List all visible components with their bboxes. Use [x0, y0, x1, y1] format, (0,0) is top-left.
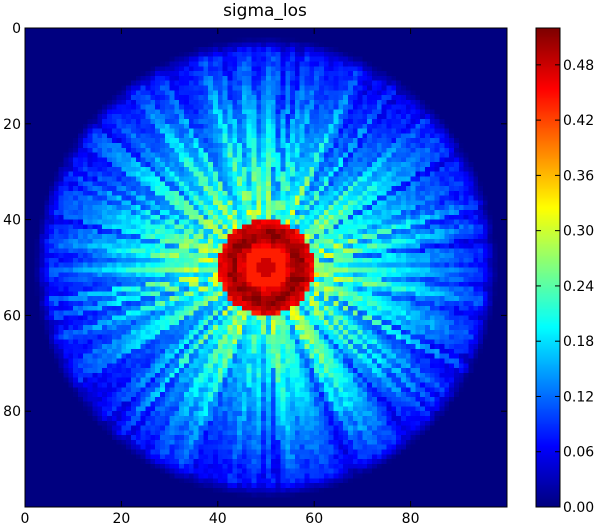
- x-tick-label: 40: [209, 511, 227, 524]
- colorbar-ticks: 0.00 0.06 0.12 0.18 0.24 0.30 0.36 0.42 0.48: [536, 58, 594, 516]
- plot-frame: [24, 27, 508, 508]
- y-axis: 0 20 40 60 80: [3, 21, 507, 420]
- x-tick-label: 60: [305, 511, 323, 524]
- colorbar-tick-label: 0.00: [563, 500, 594, 516]
- x-tick-label: 80: [402, 511, 420, 524]
- colorbar-tick-label: 0.48: [563, 58, 594, 74]
- colorbar-tick-label: 0.42: [563, 113, 594, 129]
- colorbar: 0.00 0.06 0.12 0.18 0.24 0.30 0.36 0.42 0.48: [535, 27, 594, 516]
- y-tick-label: 0: [12, 21, 21, 37]
- plot-area: 0 20 40 60 80 0 20 40 60 80: [3, 21, 508, 524]
- colorbar-tick-label: 0.24: [563, 279, 594, 295]
- colorbar-tick-label: 0.12: [563, 389, 594, 405]
- colorbar-tick-label: 0.30: [563, 224, 594, 240]
- colorbar-gradient: [536, 28, 560, 507]
- colorbar-tick-label: 0.18: [563, 334, 594, 350]
- y-tick-label: 80: [3, 404, 21, 420]
- x-axis: 0 20 40 60 80: [21, 28, 420, 524]
- colorbar-tick-label: 0.06: [563, 445, 594, 461]
- colorbar-frame: [535, 27, 561, 508]
- x-tick-label: 0: [21, 511, 30, 524]
- chart-title: sigma_los: [223, 1, 307, 21]
- y-tick-label: 40: [3, 213, 21, 229]
- colorbar-tick-label: 0.36: [563, 168, 594, 184]
- x-tick-label: 20: [112, 511, 130, 524]
- heatmap-image: [25, 28, 507, 507]
- y-tick-label: 20: [3, 117, 21, 133]
- y-tick-label: 60: [3, 308, 21, 324]
